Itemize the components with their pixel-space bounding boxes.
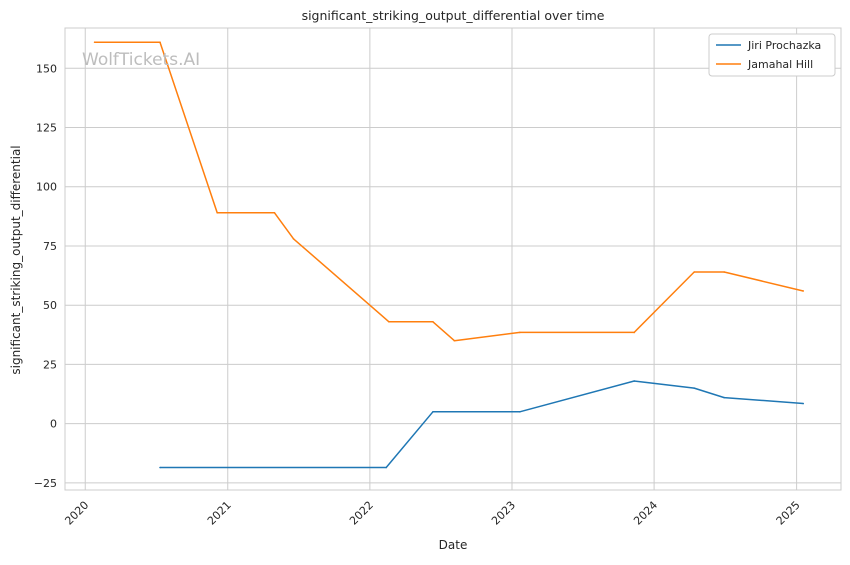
data-point-jamahal-hill: [292, 238, 295, 240]
data-point-jamahal-hill: [93, 41, 96, 44]
data-point-jiri-prochazka: [633, 380, 636, 382]
series-line-jiri-prochazka: [160, 380, 804, 469]
y-tick-label: 25: [43, 358, 57, 371]
data-point-jiri-prochazka: [518, 411, 521, 413]
data-point-jamahal-hill: [802, 290, 805, 292]
x-tick-label: 2025: [774, 499, 803, 528]
legend: Jiri Prochazka Jamahal Hill: [708, 33, 836, 77]
y-tick-label: 50: [43, 299, 57, 312]
y-tick-label: 150: [36, 62, 57, 75]
x-tick-label: 2022: [347, 499, 376, 528]
data-point-jamahal-hill: [216, 212, 219, 214]
x-axis-label: Date: [439, 538, 468, 552]
data-point-jamahal-hill: [432, 320, 434, 323]
data-point-jamahal-hill: [518, 331, 521, 334]
legend-label-jamahal-hill: Jamahal Hill: [747, 58, 813, 71]
y-tick-label: 75: [43, 240, 57, 253]
data-point-jiri-prochazka: [432, 411, 434, 413]
data-point-jamahal-hill: [388, 320, 390, 323]
data-point-jamahal-hill: [693, 271, 696, 273]
x-tick-label: 2021: [205, 499, 234, 528]
data-point-jiri-prochazka: [723, 396, 725, 399]
data-point-jiri-prochazka: [802, 402, 805, 405]
watermark: WolfTickets.AI: [82, 50, 200, 70]
y-axis-label: significant_striking_output_differential: [9, 145, 23, 374]
data-point-jiri-prochazka: [385, 466, 388, 469]
x-tick-label: 2023: [489, 499, 518, 528]
y-tick-label: 0: [50, 418, 57, 431]
data-point-jamahal-hill: [159, 41, 161, 44]
legend-label-jiri-prochazka: Jiri Prochazka: [747, 39, 821, 52]
series-layer: [93, 41, 805, 469]
data-point-jamahal-hill: [633, 331, 636, 334]
data-point-jamahal-hill: [453, 339, 456, 342]
y-tick-label: −25: [34, 477, 57, 490]
chart-title: significant_striking_output_differential…: [302, 8, 605, 23]
grid-lines: [65, 28, 841, 490]
data-point-jamahal-hill: [723, 271, 725, 273]
data-point-jiri-prochazka: [693, 387, 696, 389]
x-tick-label: 2024: [631, 499, 660, 528]
y-tick-label: 100: [36, 181, 57, 194]
data-point-jiri-prochazka: [159, 466, 161, 469]
plot-area: [64, 27, 842, 491]
y-tick-label: 125: [36, 122, 57, 135]
data-point-jamahal-hill: [273, 212, 276, 214]
x-tick-label: 2020: [62, 499, 91, 528]
